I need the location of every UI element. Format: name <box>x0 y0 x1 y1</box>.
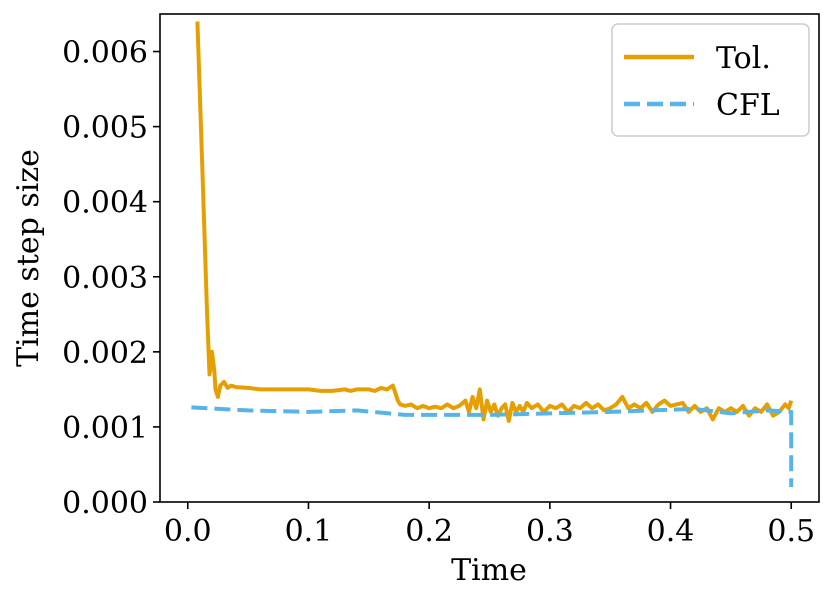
x-tick-label: 0.1 <box>285 514 333 549</box>
y-tick-label: 0.001 <box>62 411 148 446</box>
y-tick-label: 0.000 <box>62 486 148 521</box>
x-tick-label: 0.2 <box>405 514 453 549</box>
series-line-cfl <box>191 405 794 487</box>
x-tick-label: 0.4 <box>647 514 695 549</box>
y-tick-label: 0.005 <box>62 111 148 146</box>
legend-label-tol: Tol. <box>716 41 771 76</box>
series-layer <box>191 21 794 487</box>
y-tick-label: 0.003 <box>62 261 148 296</box>
x-tick-label: 0.0 <box>164 514 212 549</box>
y-tick-label: 0.004 <box>62 186 148 221</box>
y-axis-ticks: 0.000 0.001 0.002 0.003 0.004 0.005 0.006 <box>62 36 160 521</box>
series-line-tol <box>195 21 794 423</box>
x-axis-label: Time <box>451 553 527 588</box>
x-tick-label: 0.5 <box>767 514 815 549</box>
legend-box <box>611 23 810 137</box>
x-axis-ticks: 0.0 0.1 0.2 0.3 0.4 0.5 <box>164 502 815 549</box>
legend-label-cfl: CFL <box>716 88 780 123</box>
legend: Tol. CFL <box>611 23 810 137</box>
y-axis-label: Time step size <box>11 149 46 367</box>
x-tick-label: 0.3 <box>526 514 574 549</box>
y-tick-label: 0.002 <box>62 336 148 371</box>
y-tick-label: 0.006 <box>62 36 148 71</box>
